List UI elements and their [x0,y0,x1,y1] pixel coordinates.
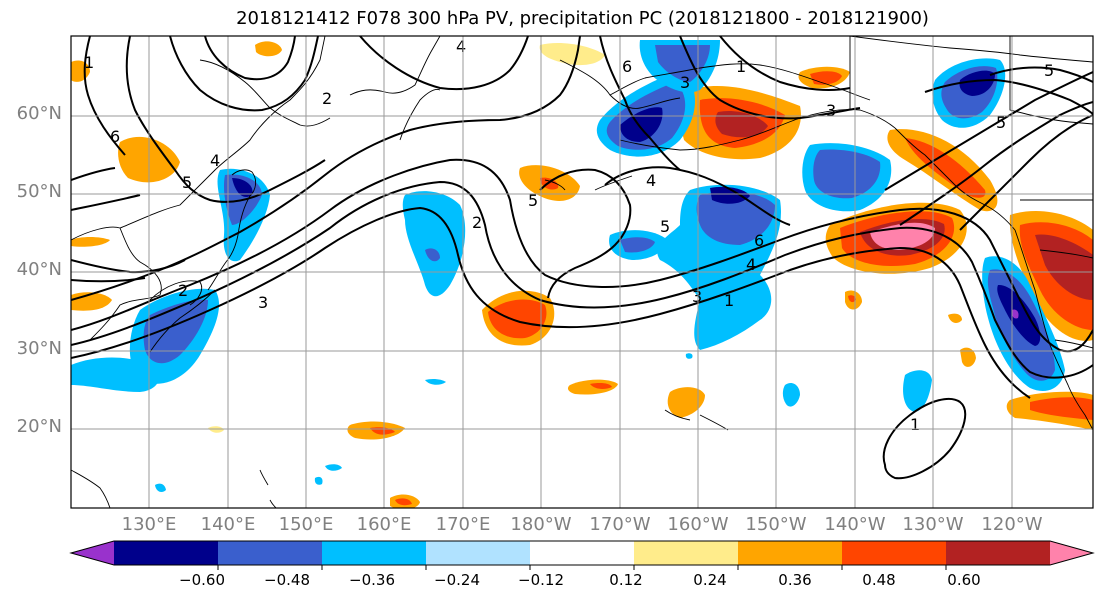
colorbar-cell [530,541,635,565]
colorbar [69,540,1095,570]
colorbar-cell [738,541,843,565]
contour-label: 3 [680,73,690,92]
colorbar-ticks [217,565,947,570]
contour-label: 2 [322,89,332,108]
lon-label: 130°W [902,514,964,535]
map-frame [70,35,1094,509]
colorbar-cell [322,541,427,565]
colorbar-tick-label: −0.36 [349,571,395,589]
contour-label: 2 [178,281,188,300]
precipitation-anomaly-shading [71,40,1093,508]
contour-label: 5 [182,173,192,192]
contour-label: 3 [692,287,702,306]
lon-label: 170°W [589,514,651,535]
colorbar-cell [114,541,219,565]
colorbar-tick-label: 0.60 [947,571,981,589]
colorbar-outline [69,540,1095,566]
contour-label: 4 [746,255,756,274]
contour-label: 5 [1044,61,1054,80]
contour-label: 4 [456,37,466,56]
colorbar-cells [114,541,1051,565]
contour-label: 5 [660,217,670,236]
contour-label: 5 [528,191,538,210]
contour-label: 6 [110,127,120,146]
colorbar-cell [946,541,1051,565]
colorbar-tick-label: 0.12 [609,571,643,589]
lat-label: 60°N [16,103,62,124]
contour-label: 1 [910,415,920,434]
colorbar-cell [842,541,947,565]
contour-label: 1 [724,291,734,310]
lon-label: 140°E [200,514,256,535]
lon-label: 150°E [278,514,334,535]
lat-label: 30°N [16,338,62,359]
coastlines [71,36,1093,508]
graticule [71,36,1093,508]
colorbar-tick-label: 0.24 [693,571,727,589]
colorbar-tick-label: −0.12 [518,571,564,589]
lon-label: 130°E [121,514,177,535]
colorbar-tick-label: 0.36 [778,571,812,589]
contour-label: 3 [826,101,836,120]
lat-label: 20°N [16,416,62,437]
lon-label: 150°W [745,514,807,535]
lon-label: 120°W [981,514,1043,535]
contour-label: 2 [472,213,482,232]
map-title: 2018121412 F078 300 hPa PV, precipitatio… [236,8,929,29]
colorbar-cell [218,541,323,565]
lon-label: 140°W [824,514,886,535]
lon-label: 170°E [435,514,491,535]
colorbar-tick-label: −0.48 [264,571,310,589]
contour-label: 1 [736,57,746,76]
colorbar-cell [426,541,531,565]
lon-label: 160°W [667,514,729,535]
contour-label: 6 [754,231,764,250]
lon-label: 160°E [356,514,412,535]
colorbar-tick-label: −0.24 [434,571,480,589]
colorbar-arrow-low [71,541,114,565]
contour-label: 4 [210,151,220,170]
contour-label: 5 [996,113,1006,132]
contour-label: 3 [258,293,268,312]
colorbar-arrow-high [1050,541,1093,565]
contour-label: 6 [622,57,632,76]
contour-label: 1 [84,53,94,72]
lat-label: 40°N [16,259,62,280]
contour-label: 4 [646,171,656,190]
lon-label: 180°W [510,514,572,535]
colorbar-tick-label: 0.48 [862,571,896,589]
colorbar-cell [634,541,739,565]
colorbar-tick-label: −0.60 [179,571,225,589]
lat-label: 50°N [16,181,62,202]
pv-contour-labels: 1 2 3 4 5 6 4 3 2 5 6 4 5 3 1 2 1 6 5 3 … [84,37,1054,434]
